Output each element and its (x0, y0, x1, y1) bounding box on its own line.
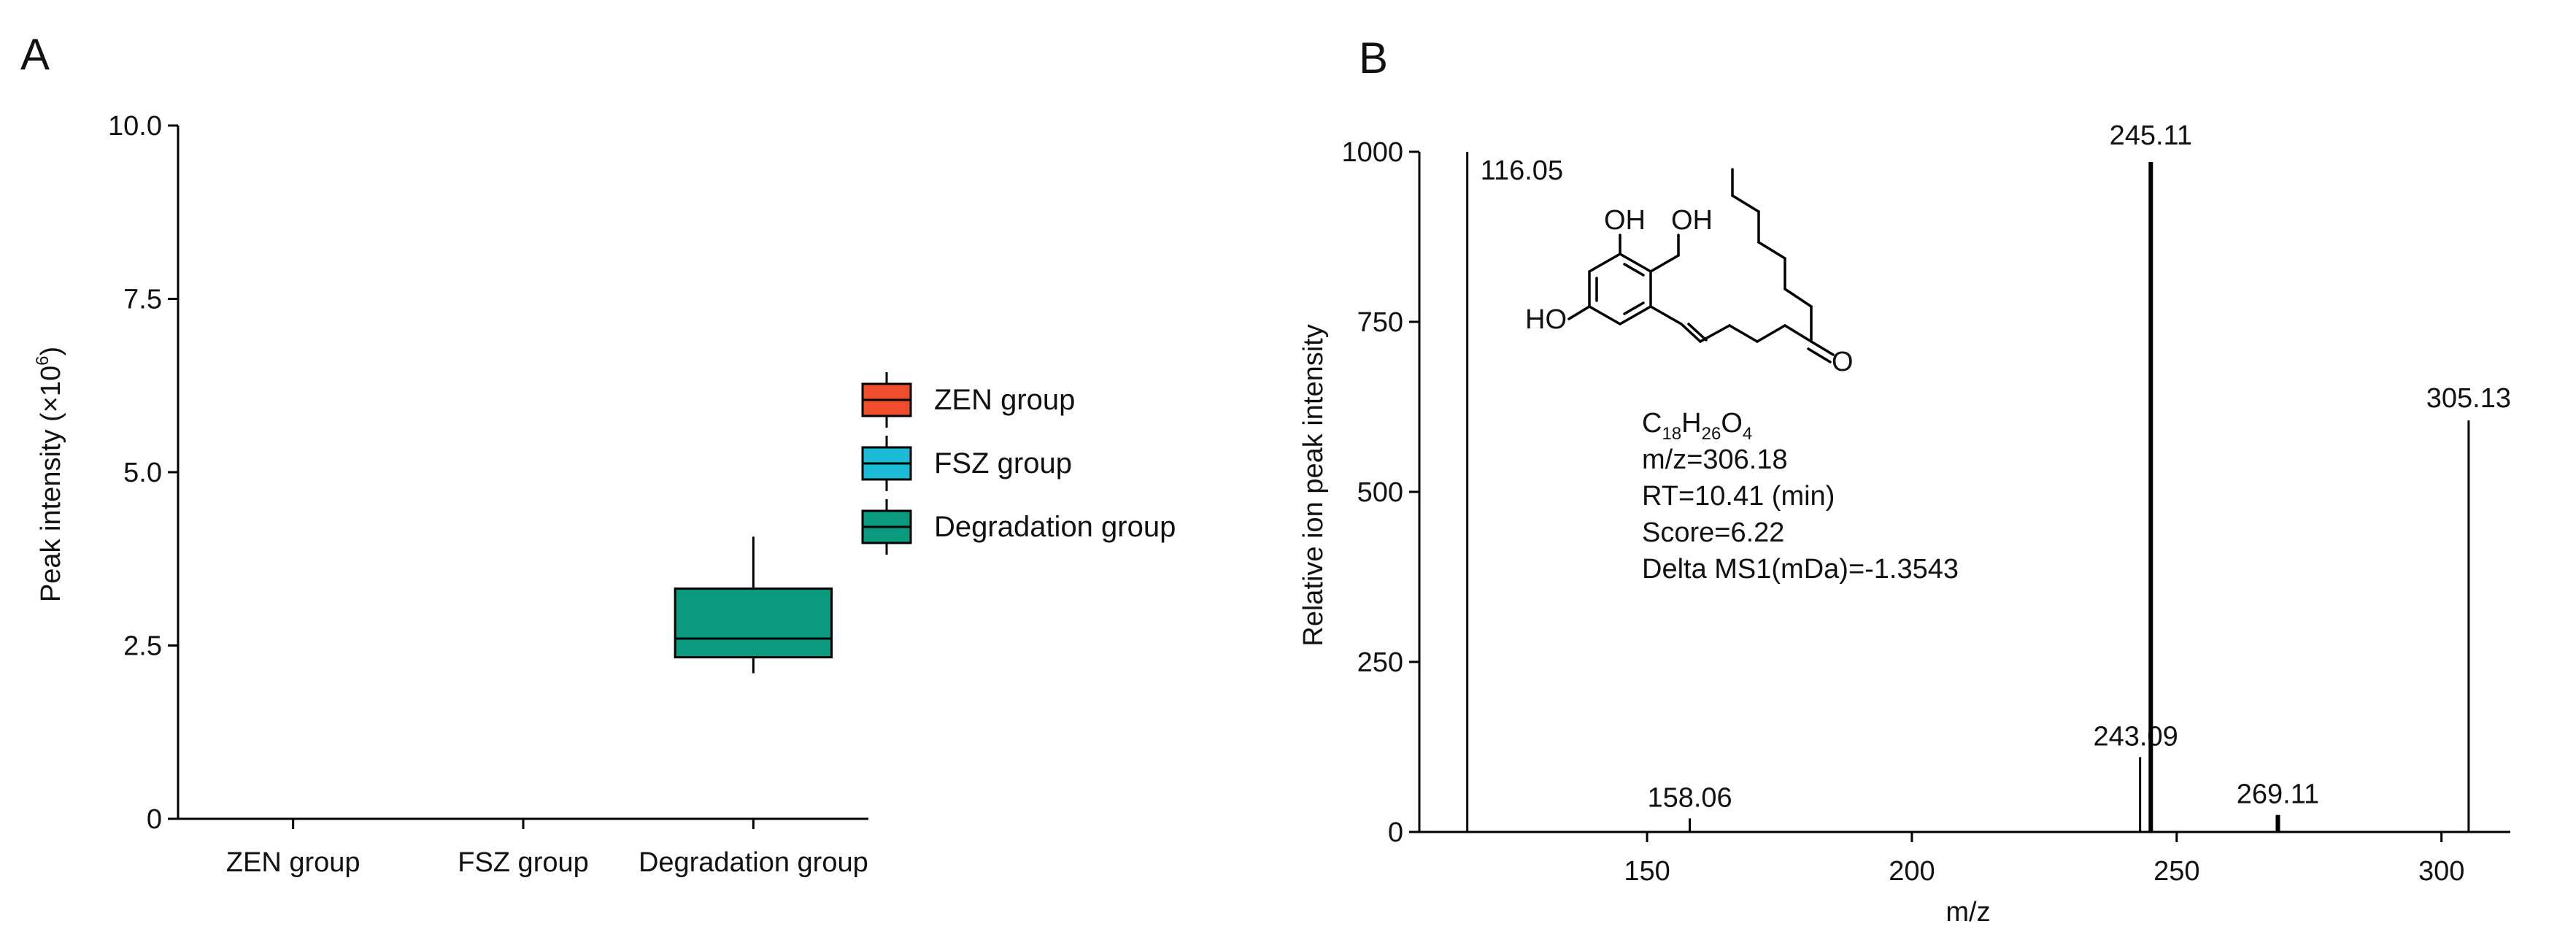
mass-spectrum-chart: 0 250 500 750 1000 150 200 250 300 116.05 158.06… (1298, 120, 2511, 928)
y-tick-label-b: 500 (1357, 477, 1403, 508)
legend: ZEN group FSZ group Degradation group (861, 372, 1176, 555)
x-tick-label-b: 250 (2153, 856, 2199, 887)
y-tick-label-a: 10.0 (108, 111, 162, 142)
box-body (674, 587, 833, 659)
y-tick-label-a: 7.5 (123, 285, 162, 315)
peak-label: 269.11 (2237, 779, 2319, 810)
legend-label: ZEN group (934, 384, 1075, 416)
peak-label: 305.13 (2426, 383, 2511, 414)
x-tick-label-a: ZEN group (226, 847, 360, 878)
y-tick-label-a: 0 (147, 804, 162, 835)
y-tick-label-b: 1000 (1341, 137, 1403, 168)
y-tick-label-b: 750 (1357, 307, 1403, 338)
atom-oh-2: OH (1671, 205, 1713, 236)
y-tick-label-a: 5.0 (123, 458, 162, 488)
y-tick-label-b: 0 (1388, 817, 1403, 848)
panel-a-label: A (20, 30, 50, 79)
panel-b-label: B (1359, 34, 1388, 82)
box-plot-chart: 0 2.5 5.0 7.5 10.0 ZEN group FSZ group Degrada… (33, 111, 1176, 878)
peak-label: 245.11 (2110, 120, 2192, 151)
compound-mz: m/z=306.18 (1642, 444, 1788, 475)
x-tick-label-a: FSZ group (458, 847, 589, 878)
compound-delta: Delta MS1(mDa)=-1.3543 (1642, 554, 1959, 585)
y-tick-label-b: 250 (1357, 647, 1403, 678)
y-axis-label-a: Peak intensity (×106) (33, 347, 66, 602)
peak-label: 116.05 (1481, 155, 1563, 186)
peak-label: 158.06 (1647, 782, 1732, 813)
x-tick-label-a: Degradation group (639, 847, 868, 878)
atom-ho: HO (1525, 304, 1567, 335)
legend-label: FSZ group (934, 447, 1072, 479)
atom-o: O (1832, 347, 1854, 377)
chemical-structure (1567, 168, 1835, 363)
x-tick-label-b: 200 (1889, 856, 1935, 887)
legend-label: Degradation group (934, 511, 1176, 543)
x-axis-label-b: m/z (1946, 897, 1990, 928)
compound-score: Score=6.22 (1642, 517, 1784, 548)
compound-rt: RT=10.41 (min) (1642, 481, 1835, 512)
y-tick-label-a: 2.5 (123, 631, 162, 662)
atom-oh-1: OH (1604, 205, 1646, 236)
peak-label: 243.09 (2094, 721, 2178, 752)
x-tick-label-b: 150 (1624, 856, 1670, 887)
x-tick-label-b: 300 (2418, 856, 2464, 887)
y-axis-label-b: Relative ion peak intensity (1298, 324, 1329, 646)
compound-formula: C18H26O4 (1642, 408, 1752, 444)
